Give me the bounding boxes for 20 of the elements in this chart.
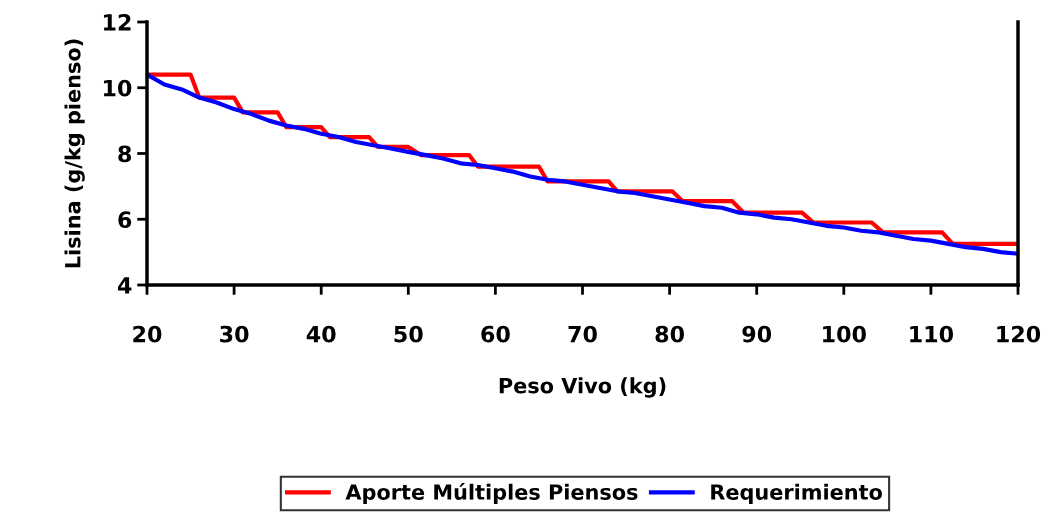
- legend-label: Requerimiento: [711, 483, 882, 504]
- y-tick-label: 6: [118, 211, 132, 229]
- x-tick-label: 100: [823, 325, 866, 343]
- legend-label: Aporte Múltiples Piensos: [345, 482, 638, 504]
- y-tick-label: 10: [104, 79, 132, 97]
- x-tick-label: 90: [742, 325, 772, 343]
- x-tick-label: 60: [481, 325, 510, 343]
- y-tick-label: 8: [118, 145, 132, 163]
- x-tick-label: 80: [655, 325, 684, 343]
- x-tick-label: 110: [910, 325, 954, 343]
- x-tick-label: 20: [133, 325, 162, 343]
- x-tick-label: 70: [568, 325, 597, 343]
- y-tick-label: 4: [117, 277, 132, 294]
- x-axis-title: Peso Vivo (kg): [499, 377, 666, 398]
- y-axis-title: Lisina (g/kg pienso): [64, 39, 85, 268]
- x-tick-label: 120: [997, 325, 1041, 343]
- x-tick-label: 40: [306, 325, 336, 343]
- x-tick-label: 50: [394, 325, 423, 343]
- x-tick-label: 30: [220, 325, 249, 343]
- y-tick-label: 12: [104, 13, 131, 31]
